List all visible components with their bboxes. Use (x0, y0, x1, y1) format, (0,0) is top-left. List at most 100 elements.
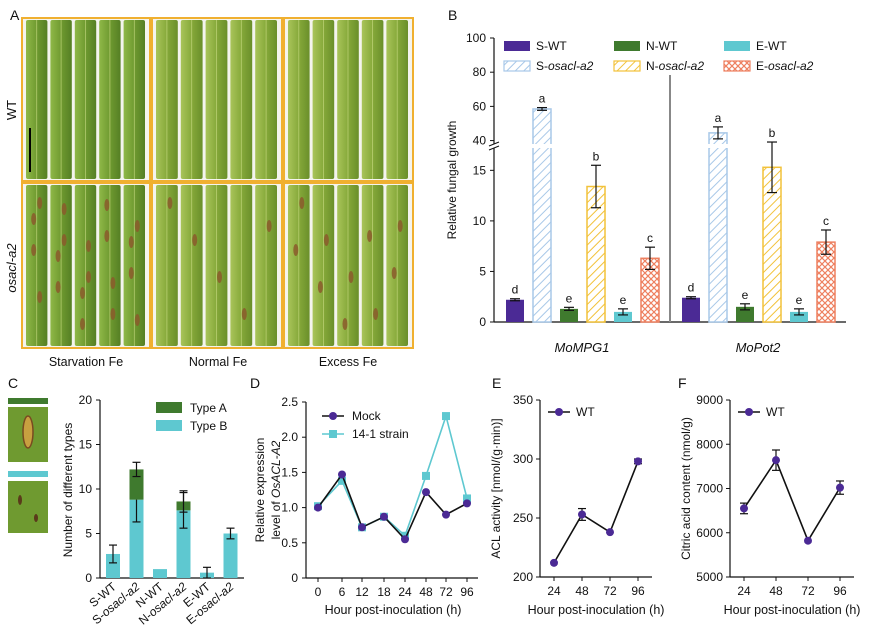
y-tick-label: 9000 (696, 393, 723, 407)
lesion-spot (86, 240, 91, 252)
bar-break (708, 144, 728, 148)
lesion-spot (37, 291, 43, 303)
thumb-bar-type-a (8, 398, 48, 404)
stacked-bar (106, 553, 120, 578)
y-tick-label: 200 (513, 570, 533, 584)
data-point (338, 476, 346, 485)
y-axis-title-prefix: level of (269, 498, 283, 539)
photo-border (151, 17, 283, 182)
lesion-spot (128, 236, 134, 248)
y-tick-label: 0.5 (281, 536, 298, 550)
data-point (836, 483, 844, 492)
lesion-spot (293, 244, 299, 256)
y-tick-label: 5000 (696, 570, 723, 584)
y-tick-label: 20 (79, 393, 93, 407)
y-tick-label: 0 (291, 571, 298, 585)
axis-break-mark (488, 141, 500, 147)
data-point (358, 523, 366, 532)
lesion-spot (373, 308, 379, 320)
lesion-spot (342, 318, 348, 330)
stacked-bar (223, 533, 238, 578)
lesion-spot (266, 220, 272, 232)
y-axis-title: ACL activity [nmol/(g·min)] (489, 418, 503, 558)
lesion-spot (110, 277, 116, 289)
y-axis-title: Citric acid content (nmol/g) (679, 417, 693, 560)
panel-b-chart: B 0 5 10 15 40 60 80 100 Relative fungal growth d d… (445, 7, 846, 355)
lesion-spot (391, 267, 397, 279)
y-tick-label: 100 (466, 31, 486, 45)
lesion-spot (55, 281, 61, 293)
legend-marker-mock (329, 412, 337, 420)
legend-label: E-osacl-a2 (756, 59, 814, 73)
legend-label-prefix: E- (756, 59, 768, 73)
y-axis-title-gene: OsACL-A2 (269, 440, 283, 498)
lesion-spot (80, 287, 85, 299)
data-point (380, 512, 388, 521)
x-tick-label: 0 (315, 585, 322, 599)
legend-label-prefix: N- (646, 39, 659, 53)
legend-marker (555, 408, 563, 416)
significance-letter: a (539, 92, 546, 106)
lesion-spot (104, 230, 110, 242)
significance-letter: d (688, 281, 695, 295)
col-label-starvation: Starvation Fe (49, 355, 123, 369)
y-tick-label: 350 (513, 393, 533, 407)
data-point (634, 457, 642, 466)
data-point (442, 510, 450, 519)
legend-label: WT (766, 405, 785, 419)
data-point (740, 504, 748, 513)
x-tick-label: 6 (339, 585, 346, 599)
y-tick-label: 0 (479, 315, 486, 329)
panel-f-chart: F 5000 6000 7000 8000 9000 24 48 72 96 Hour post-i… (678, 375, 860, 617)
x-tick-label: 96 (833, 584, 847, 598)
legend-swatch (614, 41, 640, 51)
lesion-spot (317, 281, 323, 293)
y-tick-label: 60 (473, 99, 487, 113)
photo-border (21, 182, 151, 349)
x-tick-label: 48 (419, 585, 433, 599)
legend-swatch-type-a (156, 402, 182, 413)
significance-letter: e (796, 293, 803, 307)
group-label-mompg1: MoMPG1 (555, 340, 610, 355)
y-tick-label: 1.0 (281, 501, 298, 515)
thumb-bar-type-b (8, 471, 48, 477)
y-tick-label: 2.0 (281, 430, 298, 444)
lesion-spot (86, 271, 91, 283)
y-axis-title-line1: Relative expression (253, 438, 267, 543)
legend-label-genotype: osacl-a2 (659, 59, 705, 73)
data-point (804, 536, 812, 545)
lesion-spot (167, 197, 173, 209)
data-point (422, 488, 430, 497)
panel-a: A WT osacl-a2 Starvation Fe Normal Fe Excess … (4, 7, 414, 369)
bar (708, 132, 728, 323)
photo-border (283, 17, 414, 182)
significance-letter: e (566, 291, 573, 305)
legend-label-genotype: WT (659, 39, 678, 53)
legend-label-prefix: S- (536, 59, 548, 73)
legend-swatch-type-b (156, 420, 182, 431)
legend-label-prefix: N- (646, 59, 659, 73)
y-axis-title: Number of different types (61, 423, 75, 558)
x-axis-title: Hour post-inoculation (h) (724, 603, 861, 617)
lesion-type-a (22, 415, 34, 449)
y-axis-title: Relative fungal growth (445, 121, 459, 240)
y-tick-label: 15 (473, 163, 487, 177)
bar (614, 311, 632, 322)
leaf-thumb-type-b (8, 481, 48, 533)
axis-break (489, 144, 499, 148)
data-point (463, 499, 471, 508)
stacked-bar (176, 510, 191, 578)
col-label-excess: Excess Fe (319, 355, 377, 369)
legend-swatch (504, 41, 530, 51)
bar (560, 308, 578, 322)
data-point (463, 494, 471, 503)
panel-letter-d: D (250, 375, 260, 391)
data-point (606, 528, 614, 537)
legend-swatch (723, 60, 751, 72)
stacked-bar (129, 499, 144, 578)
lesion-spot (367, 230, 373, 242)
x-tick-label: 72 (801, 584, 815, 598)
legend-label-prefix: S- (536, 39, 548, 53)
lesion-spot (217, 271, 222, 283)
x-tick-label: 72 (603, 584, 617, 598)
